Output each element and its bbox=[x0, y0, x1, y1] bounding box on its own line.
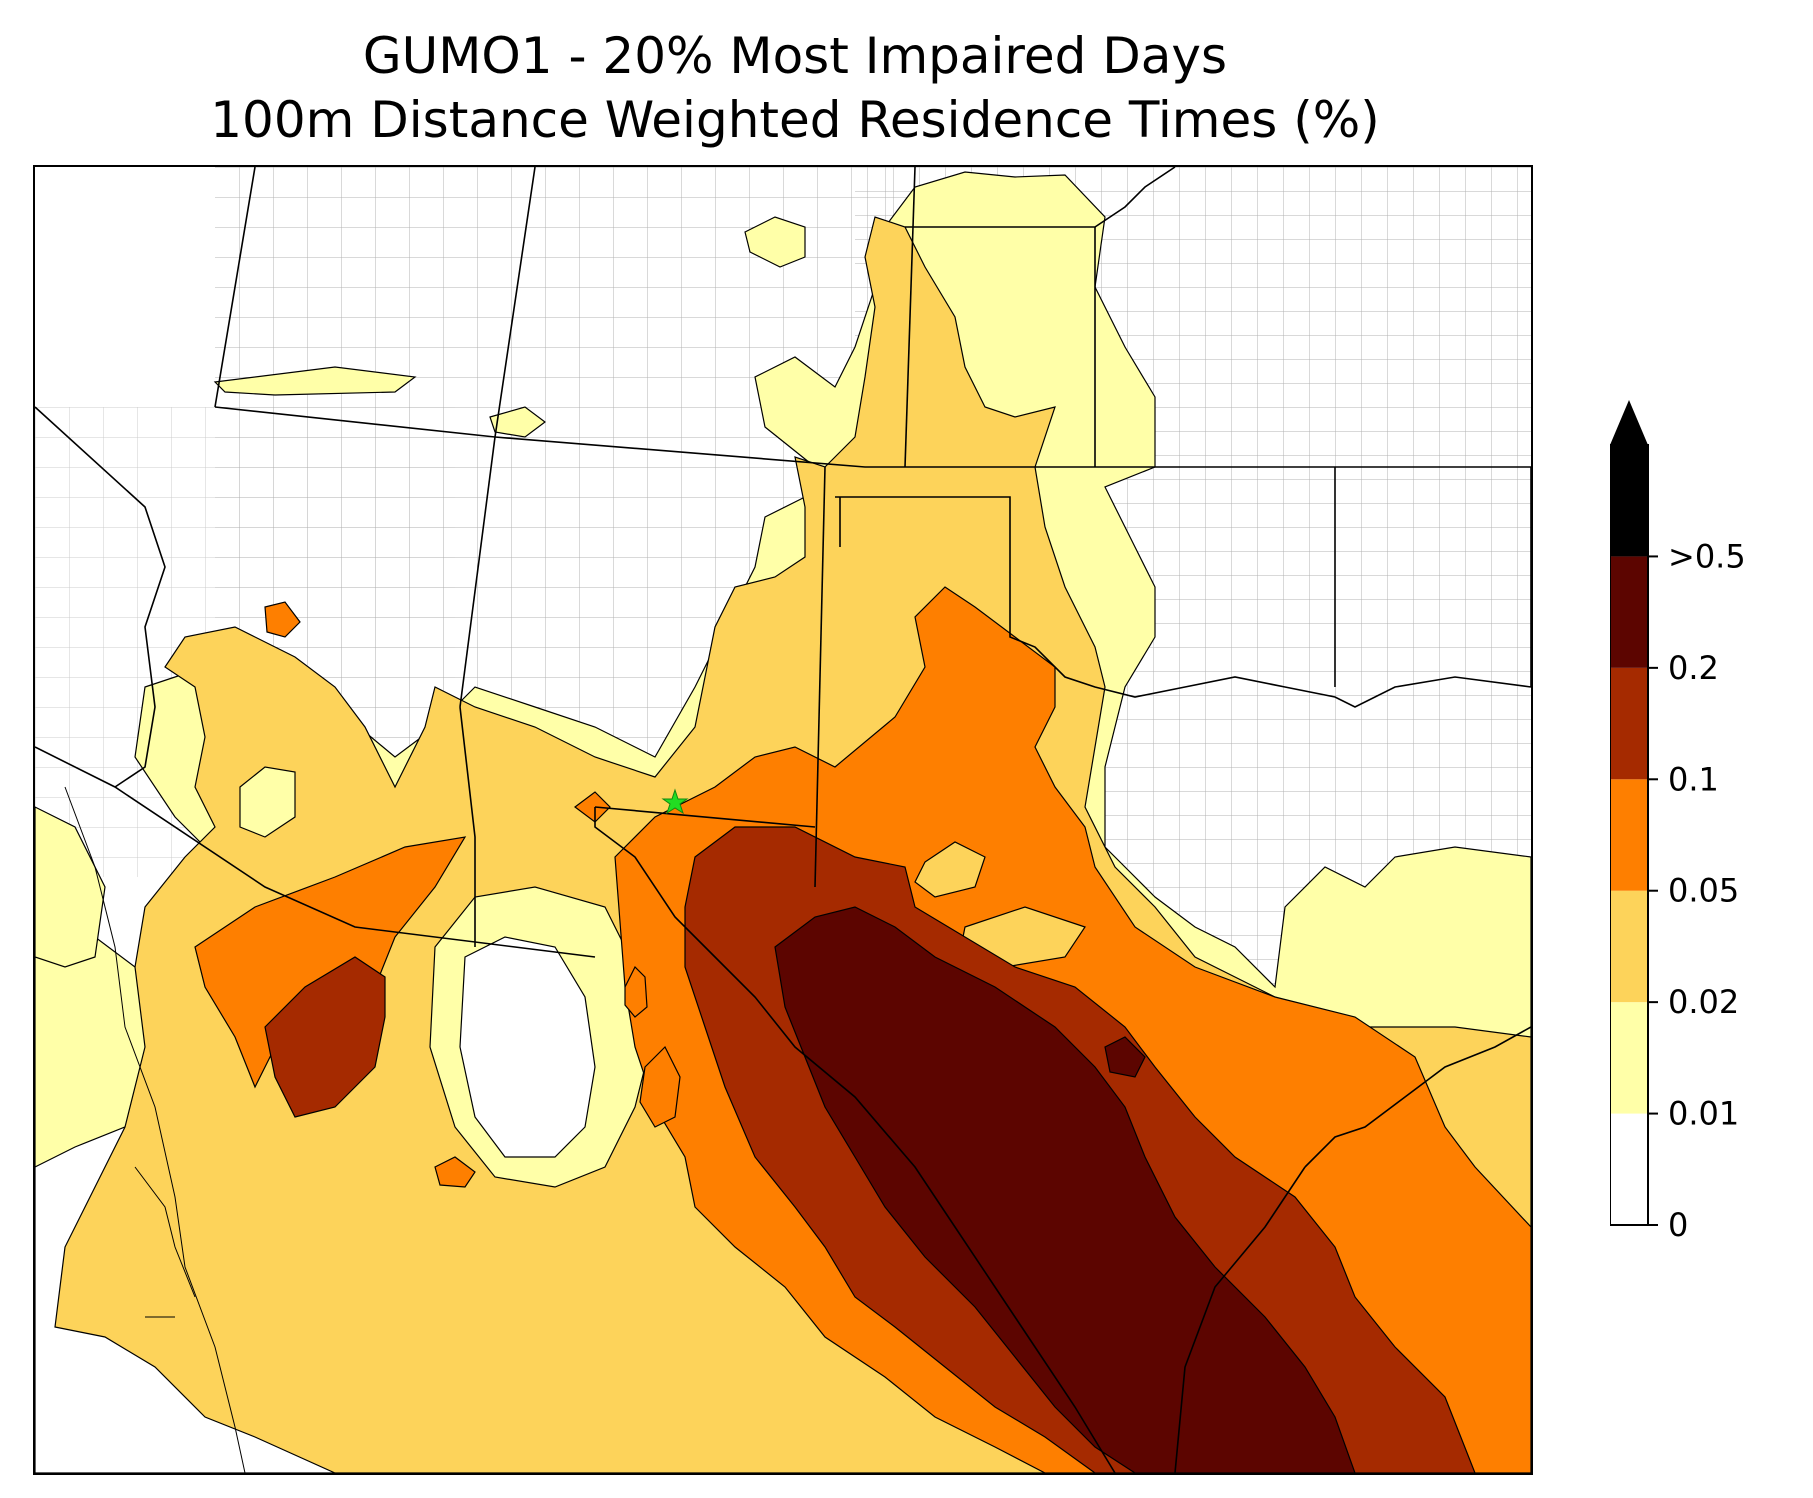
coastline bbox=[64, 786, 246, 1473]
residence-time-map bbox=[33, 165, 1533, 1475]
colorbar-band bbox=[1610, 779, 1648, 891]
colorbar-band bbox=[1610, 445, 1648, 557]
state-boundaries bbox=[35, 167, 1531, 1473]
colorbar: 0 0.01 0.02 0.05 0.1 0.2 >0.5 bbox=[1609, 400, 1810, 1260]
map-title-line2: 100m Distance Weighted Residence Times (… bbox=[210, 91, 1380, 149]
colorbar-tick-label: 0.02 bbox=[1668, 983, 1739, 1021]
colorbar-extend-arrow bbox=[1610, 400, 1648, 445]
colorbar-band bbox=[1610, 1002, 1648, 1114]
colorbar-band bbox=[1610, 556, 1648, 668]
colorbar-band bbox=[1610, 1113, 1648, 1225]
site-marker-star-icon bbox=[661, 788, 689, 815]
colorbar-band bbox=[1610, 667, 1648, 780]
colorbar-tick-label: 0.01 bbox=[1668, 1095, 1739, 1133]
map-title-line1: GUMO1 - 20% Most Impaired Days bbox=[362, 27, 1228, 85]
colorbar-tick-label: 0 bbox=[1668, 1206, 1688, 1244]
contour-0.2 bbox=[774, 906, 1356, 1473]
colorbar-tick-label: 0.1 bbox=[1668, 760, 1719, 798]
colorbar-tick-label: 0.2 bbox=[1668, 649, 1719, 687]
colorbar-tick-label: 0.05 bbox=[1668, 872, 1739, 910]
colorbar-tick-label: >0.5 bbox=[1668, 537, 1746, 575]
colorbar-band bbox=[1610, 890, 1648, 1003]
